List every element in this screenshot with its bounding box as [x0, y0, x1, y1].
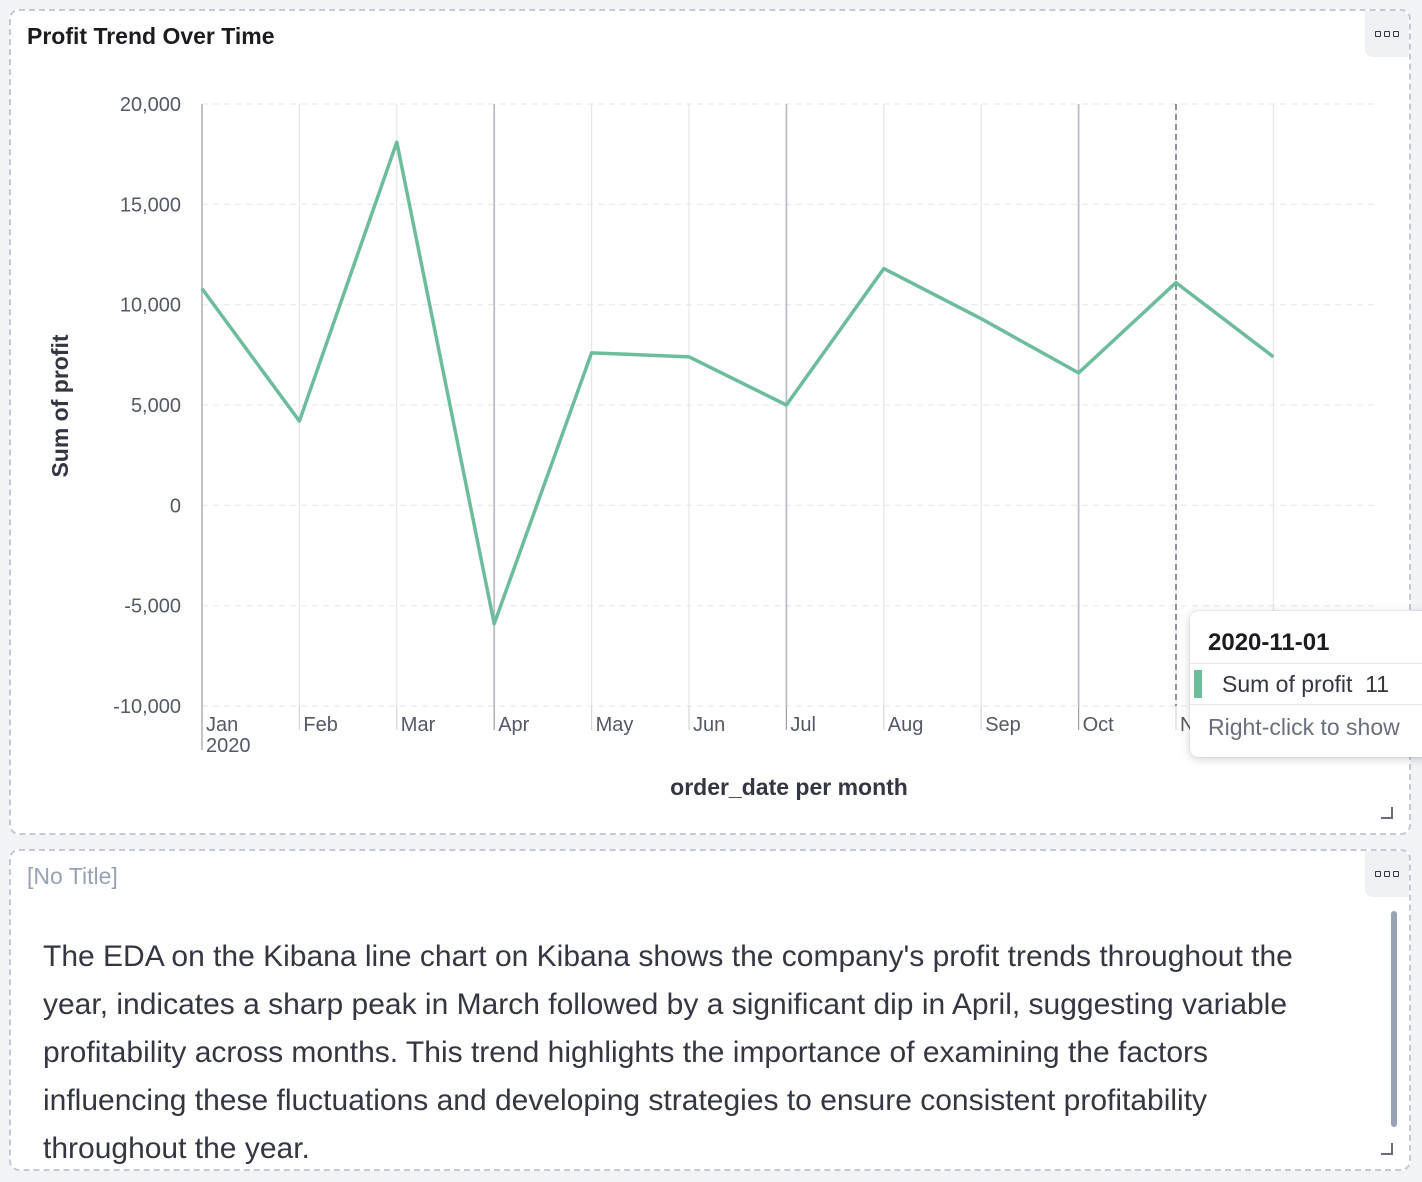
options-dot-icon — [1393, 31, 1399, 37]
x-tick-label: Mar — [401, 714, 436, 736]
tooltip-hint: Right-click to show — [1208, 714, 1400, 740]
y-tick-label: 20,000 — [120, 94, 181, 116]
panel-options-button[interactable] — [1365, 851, 1409, 897]
x-tick-label: Oct — [1083, 714, 1115, 736]
x-year-label: 2020 — [206, 735, 251, 757]
options-dot-icon — [1375, 31, 1381, 37]
y-tick-label: 10,000 — [120, 295, 181, 317]
chart-panel: Profit Trend Over Time 20,000 15,000 10,00… — [9, 9, 1411, 835]
y-tick-label: 0 — [170, 495, 181, 517]
resize-handle-icon[interactable] — [1381, 807, 1393, 819]
text-panel: [No Title] The EDA on the Kibana line ch… — [9, 849, 1411, 1171]
tooltip-series-label: Sum of profit 11 — [1222, 671, 1389, 698]
y-tick-label: 5,000 — [131, 395, 181, 417]
options-dot-icon — [1384, 871, 1390, 877]
x-tick-label: Feb — [303, 714, 337, 736]
series-color-swatch — [1194, 670, 1202, 698]
line-chart[interactable]: 20,000 15,000 10,000 5,000 0 -5,000 -10,000 Jan… — [11, 11, 1411, 835]
markdown-text: The EDA on the Kibana line chart on Kiba… — [43, 940, 1293, 1165]
options-dot-icon — [1384, 31, 1390, 37]
options-dot-icon — [1375, 871, 1381, 877]
tooltip-series-value: 11 — [1365, 671, 1390, 697]
tooltip-series-row: Sum of profit 11 — [1190, 663, 1422, 705]
x-tick-label: Sep — [985, 714, 1021, 736]
x-tick-label: Aug — [888, 714, 924, 736]
tooltip-date: 2020-11-01 — [1208, 629, 1330, 656]
y-tick-label: -5,000 — [124, 596, 181, 618]
x-axis-title: order_date per month — [670, 774, 908, 800]
x-tick-label: Apr — [498, 714, 529, 736]
resize-handle-icon[interactable] — [1381, 1143, 1393, 1155]
x-tick-label: Jan — [206, 714, 238, 736]
y-tick-label: 15,000 — [120, 194, 181, 216]
y-tick-label: -10,000 — [113, 696, 181, 718]
x-tick-label: May — [596, 714, 634, 736]
panel-title: Profit Trend Over Time — [27, 23, 275, 49]
panel-options-button[interactable] — [1365, 11, 1409, 57]
panel-title: [No Title] — [27, 863, 118, 889]
y-axis-title: Sum of profit — [47, 334, 73, 477]
series-line — [200, 140, 1275, 626]
x-tick-label: Jun — [693, 714, 725, 736]
x-tick-label: Jul — [790, 714, 816, 736]
chart-tooltip: 2020-11-01 Sum of profit 11 Right-click … — [1190, 611, 1422, 757]
options-dot-icon — [1393, 871, 1399, 877]
scrollbar[interactable] — [1391, 911, 1397, 1127]
tooltip-series-name: Sum of profit — [1222, 671, 1353, 697]
